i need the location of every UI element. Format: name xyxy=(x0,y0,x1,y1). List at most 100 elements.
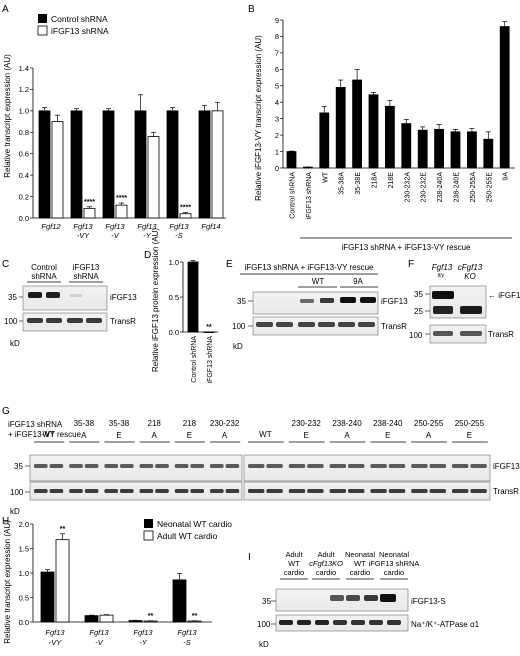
panel-letter-c: C xyxy=(2,259,9,270)
panel-g-band-label-transr: TransR xyxy=(493,487,519,496)
panel-g-band-ifgf13 xyxy=(411,464,428,468)
panel-b-y-tick-label: 0 xyxy=(275,164,279,173)
panel-g-col-bottom: E xyxy=(467,431,472,440)
panel-g-col-top: 238-240 xyxy=(373,419,403,428)
panel-a-x-label-sub: -V xyxy=(111,231,119,240)
panel-g-band-ifgf13 xyxy=(329,464,346,468)
panel-letter-g: G xyxy=(2,406,10,417)
panel-a-x-label: Fgf12 xyxy=(41,222,61,231)
panel-a-x-label: Fgf13 xyxy=(105,222,125,231)
panel-h-bar-neonatal xyxy=(172,579,187,623)
panel-b-y-tick-label: 6 xyxy=(275,65,279,74)
panel-d-y-tick-label: 1.0 xyxy=(169,258,179,267)
panel-c-unit: kD xyxy=(10,339,20,348)
panel-g-band-ifgf13 xyxy=(288,464,306,468)
panel-h-y-tick-label: 0.0 xyxy=(19,618,29,627)
panel-a-bar-ifgf13 xyxy=(115,204,128,219)
panel-h-significance: ** xyxy=(60,526,66,533)
panel-g-band-ifgf13 xyxy=(370,464,387,468)
panel-a-x-label: Fgf13 xyxy=(137,222,157,231)
panel-g-band-transr xyxy=(174,489,189,493)
panel-g-band-ifgf13 xyxy=(104,464,118,468)
panel-c-mw-100: 100 xyxy=(4,317,18,326)
panel-b-x-label: 230-232E xyxy=(421,172,428,203)
panel-letter-h: H xyxy=(2,516,9,527)
legend-swatch-ifgf13 xyxy=(37,25,48,36)
panel-b-bar xyxy=(450,131,461,169)
panel-d-x-label: Control shRNA xyxy=(191,336,198,383)
panel-b-bracket-label: iFGF13 shRNA + iFGF13-VY rescue xyxy=(341,243,471,252)
panel-a-y-tick-label: 0.6 xyxy=(19,150,29,159)
panel-letter-d: D xyxy=(144,250,151,261)
panel-h-bar-adult xyxy=(99,614,114,623)
panel-i-col-line3: cardio xyxy=(350,568,370,577)
panel-b-bar xyxy=(335,87,346,169)
panel-i-col-line1: Neonatal xyxy=(345,550,375,559)
panel-a-y-tick-label: 1.4 xyxy=(19,64,29,73)
panel-b-x-label: Control shRNA xyxy=(290,172,297,219)
panel-g-band-transr xyxy=(370,489,387,493)
panel-b-bar xyxy=(352,79,363,169)
panel-g-band-transr xyxy=(104,489,118,493)
panel-b-y-tick-label: 3 xyxy=(275,114,279,123)
panel-b-x-label: 238-240E xyxy=(454,172,461,203)
panel-g-band-ifgf13 xyxy=(388,464,406,468)
panel-g-band-ifgf13 xyxy=(429,464,446,468)
panel-a-x-label: Fgf13 xyxy=(73,222,93,231)
panel-a-bar-control xyxy=(38,110,51,219)
panel-c-col2-line2: shRNA xyxy=(73,272,99,281)
panel-b-bar xyxy=(319,112,330,169)
panel-g-band-transr xyxy=(288,489,306,493)
panel-b-y-tick-label: 2 xyxy=(275,131,279,140)
panel-g-band-ifgf13 xyxy=(307,464,324,468)
panel-h-bar-adult xyxy=(143,620,158,623)
panel-h-y-tick-label: 0.5 xyxy=(19,593,29,602)
panel-g-band-transr xyxy=(388,489,406,493)
panel-g-col-top: WT xyxy=(259,430,272,439)
panel-h-y-axis-label: Relative transcript expression (AU) xyxy=(3,520,12,644)
panel-g-band-ifgf13 xyxy=(69,464,83,468)
panel-f-mw-35: 35 xyxy=(414,290,423,299)
panel-a-bar-control xyxy=(102,110,115,219)
panel-c-col1-line1: Control xyxy=(31,263,57,272)
panel-e-blot: iFGF13 shRNA + iFGF13-VY rescue WT 9A 35… xyxy=(232,263,408,351)
panel-g-col-top: 35-38 xyxy=(109,419,130,428)
panel-a-bar-control xyxy=(198,110,211,219)
panel-c-mw-35: 35 xyxy=(8,293,17,302)
panel-h-x-label-sub: -V xyxy=(95,638,103,647)
panel-g-row-label-line2: + iFGF13-VY rescue xyxy=(8,430,82,439)
panel-b-x-label: WT xyxy=(322,171,329,183)
panel-a-y-tick-label: 0.8 xyxy=(19,128,29,137)
panel-g-band-ifgf13 xyxy=(139,464,154,468)
panel-g-band-ifgf13 xyxy=(155,464,169,468)
panel-a-bar-ifgf13 xyxy=(179,213,192,219)
panel-h-bar-neonatal xyxy=(40,571,55,623)
panel-f-col2: cFgf13 xyxy=(458,263,483,272)
panel-g-col-top: 35-38 xyxy=(74,419,95,428)
panel-g-col-top: 230-232 xyxy=(292,419,322,428)
panel-a-significance: **** xyxy=(116,195,127,202)
panel-d-bar xyxy=(203,331,215,334)
panel-g-col-bottom: A xyxy=(81,431,87,440)
panel-g-band-ifgf13 xyxy=(49,464,64,468)
panel-g-band-ifgf13 xyxy=(348,464,365,468)
panel-letter-a: A xyxy=(2,4,9,15)
panel-e-mw-35: 35 xyxy=(237,297,246,306)
panel-g-band-transr xyxy=(139,489,154,493)
panel-b-y-tick-label: 5 xyxy=(275,82,279,91)
panel-g-band-ifgf13 xyxy=(452,464,469,468)
panel-a-x-label: Fgf13 xyxy=(169,222,189,231)
panel-g-col-top: 250-255 xyxy=(414,419,444,428)
panel-g-band-transr xyxy=(470,489,487,493)
panel-g-band-ifgf13 xyxy=(84,464,99,468)
panel-g-band-transr xyxy=(210,489,224,493)
panel-i-band-label-ifgf13s: iFGF13-S xyxy=(411,597,446,606)
panel-f-col1-sub: fl/y xyxy=(438,273,445,279)
panel-g-band-ifgf13 xyxy=(266,464,283,468)
panel-b-bar xyxy=(466,131,477,169)
panel-g-band-transr xyxy=(411,489,428,493)
panel-g-band-transr xyxy=(329,489,346,493)
panel-c-blot: Control shRNA iFGF13 shRNA 35 100 iFGF13… xyxy=(4,263,137,348)
panel-i-col-line2: iFGF13 shRNA xyxy=(369,559,420,568)
panel-g-band-ifgf13 xyxy=(34,464,48,468)
